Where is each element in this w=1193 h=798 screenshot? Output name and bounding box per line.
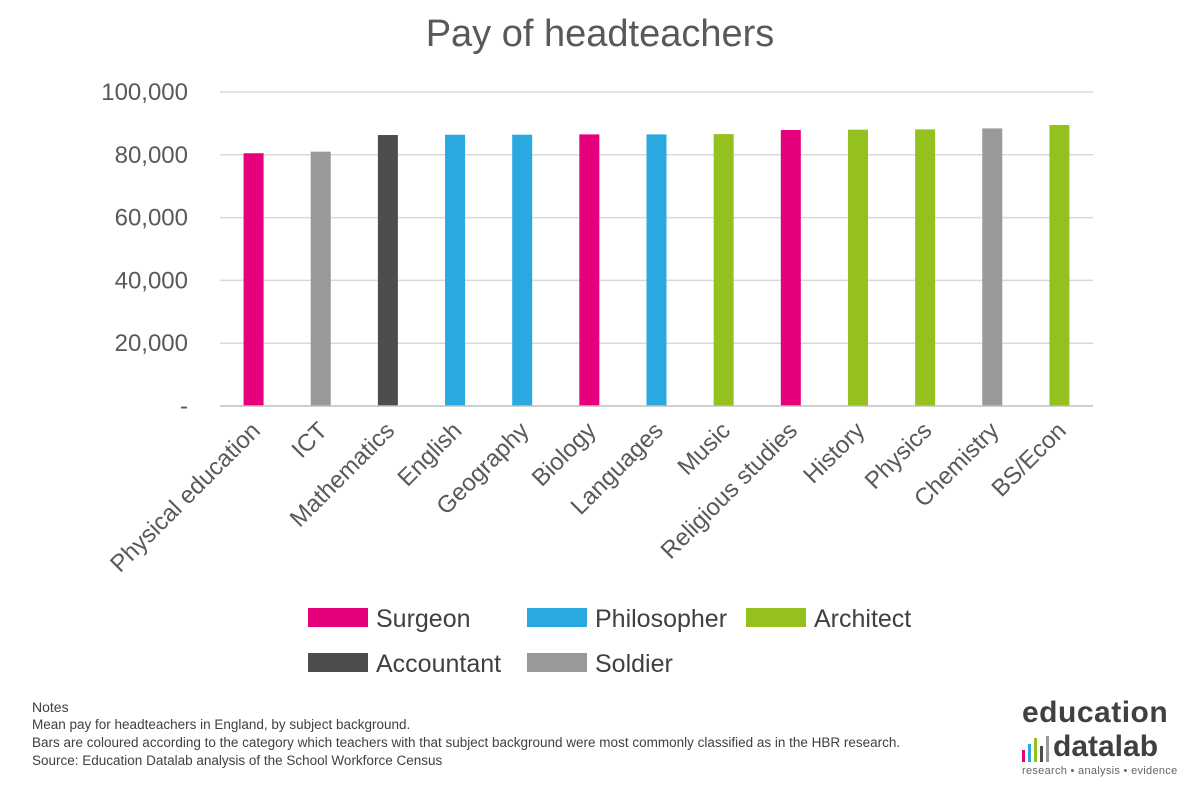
notes-line: Source: Education Datalab analysis of th… [32, 753, 443, 768]
chart-title: Pay of headteachers [426, 13, 775, 55]
y-tick-label: 20,000 [115, 330, 188, 357]
y-tick-label: 80,000 [115, 142, 188, 169]
bar [780, 129, 801, 406]
x-axis-labels: Physical education ICTMathematicsEnglishG… [105, 417, 1071, 578]
datalab-logo: education datalab research • analysis • … [1022, 698, 1182, 777]
notes-line: Mean pay for headteachers in England, by… [32, 717, 411, 732]
logo-bars-icon [1022, 736, 1049, 762]
bar [377, 135, 398, 406]
x-tick-label: History [798, 417, 870, 489]
bar [512, 134, 533, 407]
logo-bar [1040, 746, 1043, 762]
bar [982, 128, 1003, 406]
legend-swatch [308, 608, 368, 627]
logo-word-datalab: datalab [1053, 730, 1159, 763]
x-tick-label: BS/Econ [987, 417, 1072, 502]
bar [646, 134, 667, 406]
y-tick-label: 100,000 [101, 79, 188, 106]
bar [713, 134, 734, 407]
notes: Notes Mean pay for headteachers in Engla… [32, 698, 900, 770]
y-axis-ticks: - 20,000 40,000 60,000 80,000 100,000 [101, 79, 188, 420]
bar [915, 129, 936, 406]
x-tick-label: Music [672, 417, 735, 480]
bars [243, 124, 1070, 407]
logo-word-education: education [1022, 696, 1169, 729]
bar [310, 151, 331, 406]
legend-label: Accountant [376, 650, 501, 678]
bar [1049, 124, 1070, 406]
legend-swatch [746, 608, 806, 627]
notes-heading: Notes [32, 699, 69, 715]
x-tick-label: ICT [287, 417, 334, 464]
legend-label: Architect [814, 605, 911, 633]
y-tick-label: 40,000 [115, 267, 188, 294]
legend: Surgeon Philosopher Architect Accountant Sol… [308, 605, 911, 678]
y-tick-label: - [180, 393, 188, 420]
notes-line: Bars are coloured according to the categ… [32, 735, 901, 750]
legend-swatch [527, 608, 587, 627]
bar [579, 134, 600, 406]
logo-tagline: research • analysis • evidence [1022, 765, 1178, 777]
bar [445, 134, 466, 407]
logo-bar [1046, 736, 1049, 762]
logo-bar [1034, 738, 1037, 762]
legend-label: Soldier [595, 650, 673, 678]
legend-swatch [527, 653, 587, 672]
logo-bar [1028, 744, 1031, 762]
legend-swatch [308, 653, 368, 672]
bar [847, 129, 868, 406]
legend-label: Surgeon [376, 605, 471, 633]
y-tick-label: 60,000 [115, 205, 188, 232]
bar [243, 153, 264, 406]
legend-label: Philosopher [595, 605, 727, 633]
logo-bar [1022, 750, 1025, 762]
x-tick-label: Physical education [105, 417, 266, 578]
